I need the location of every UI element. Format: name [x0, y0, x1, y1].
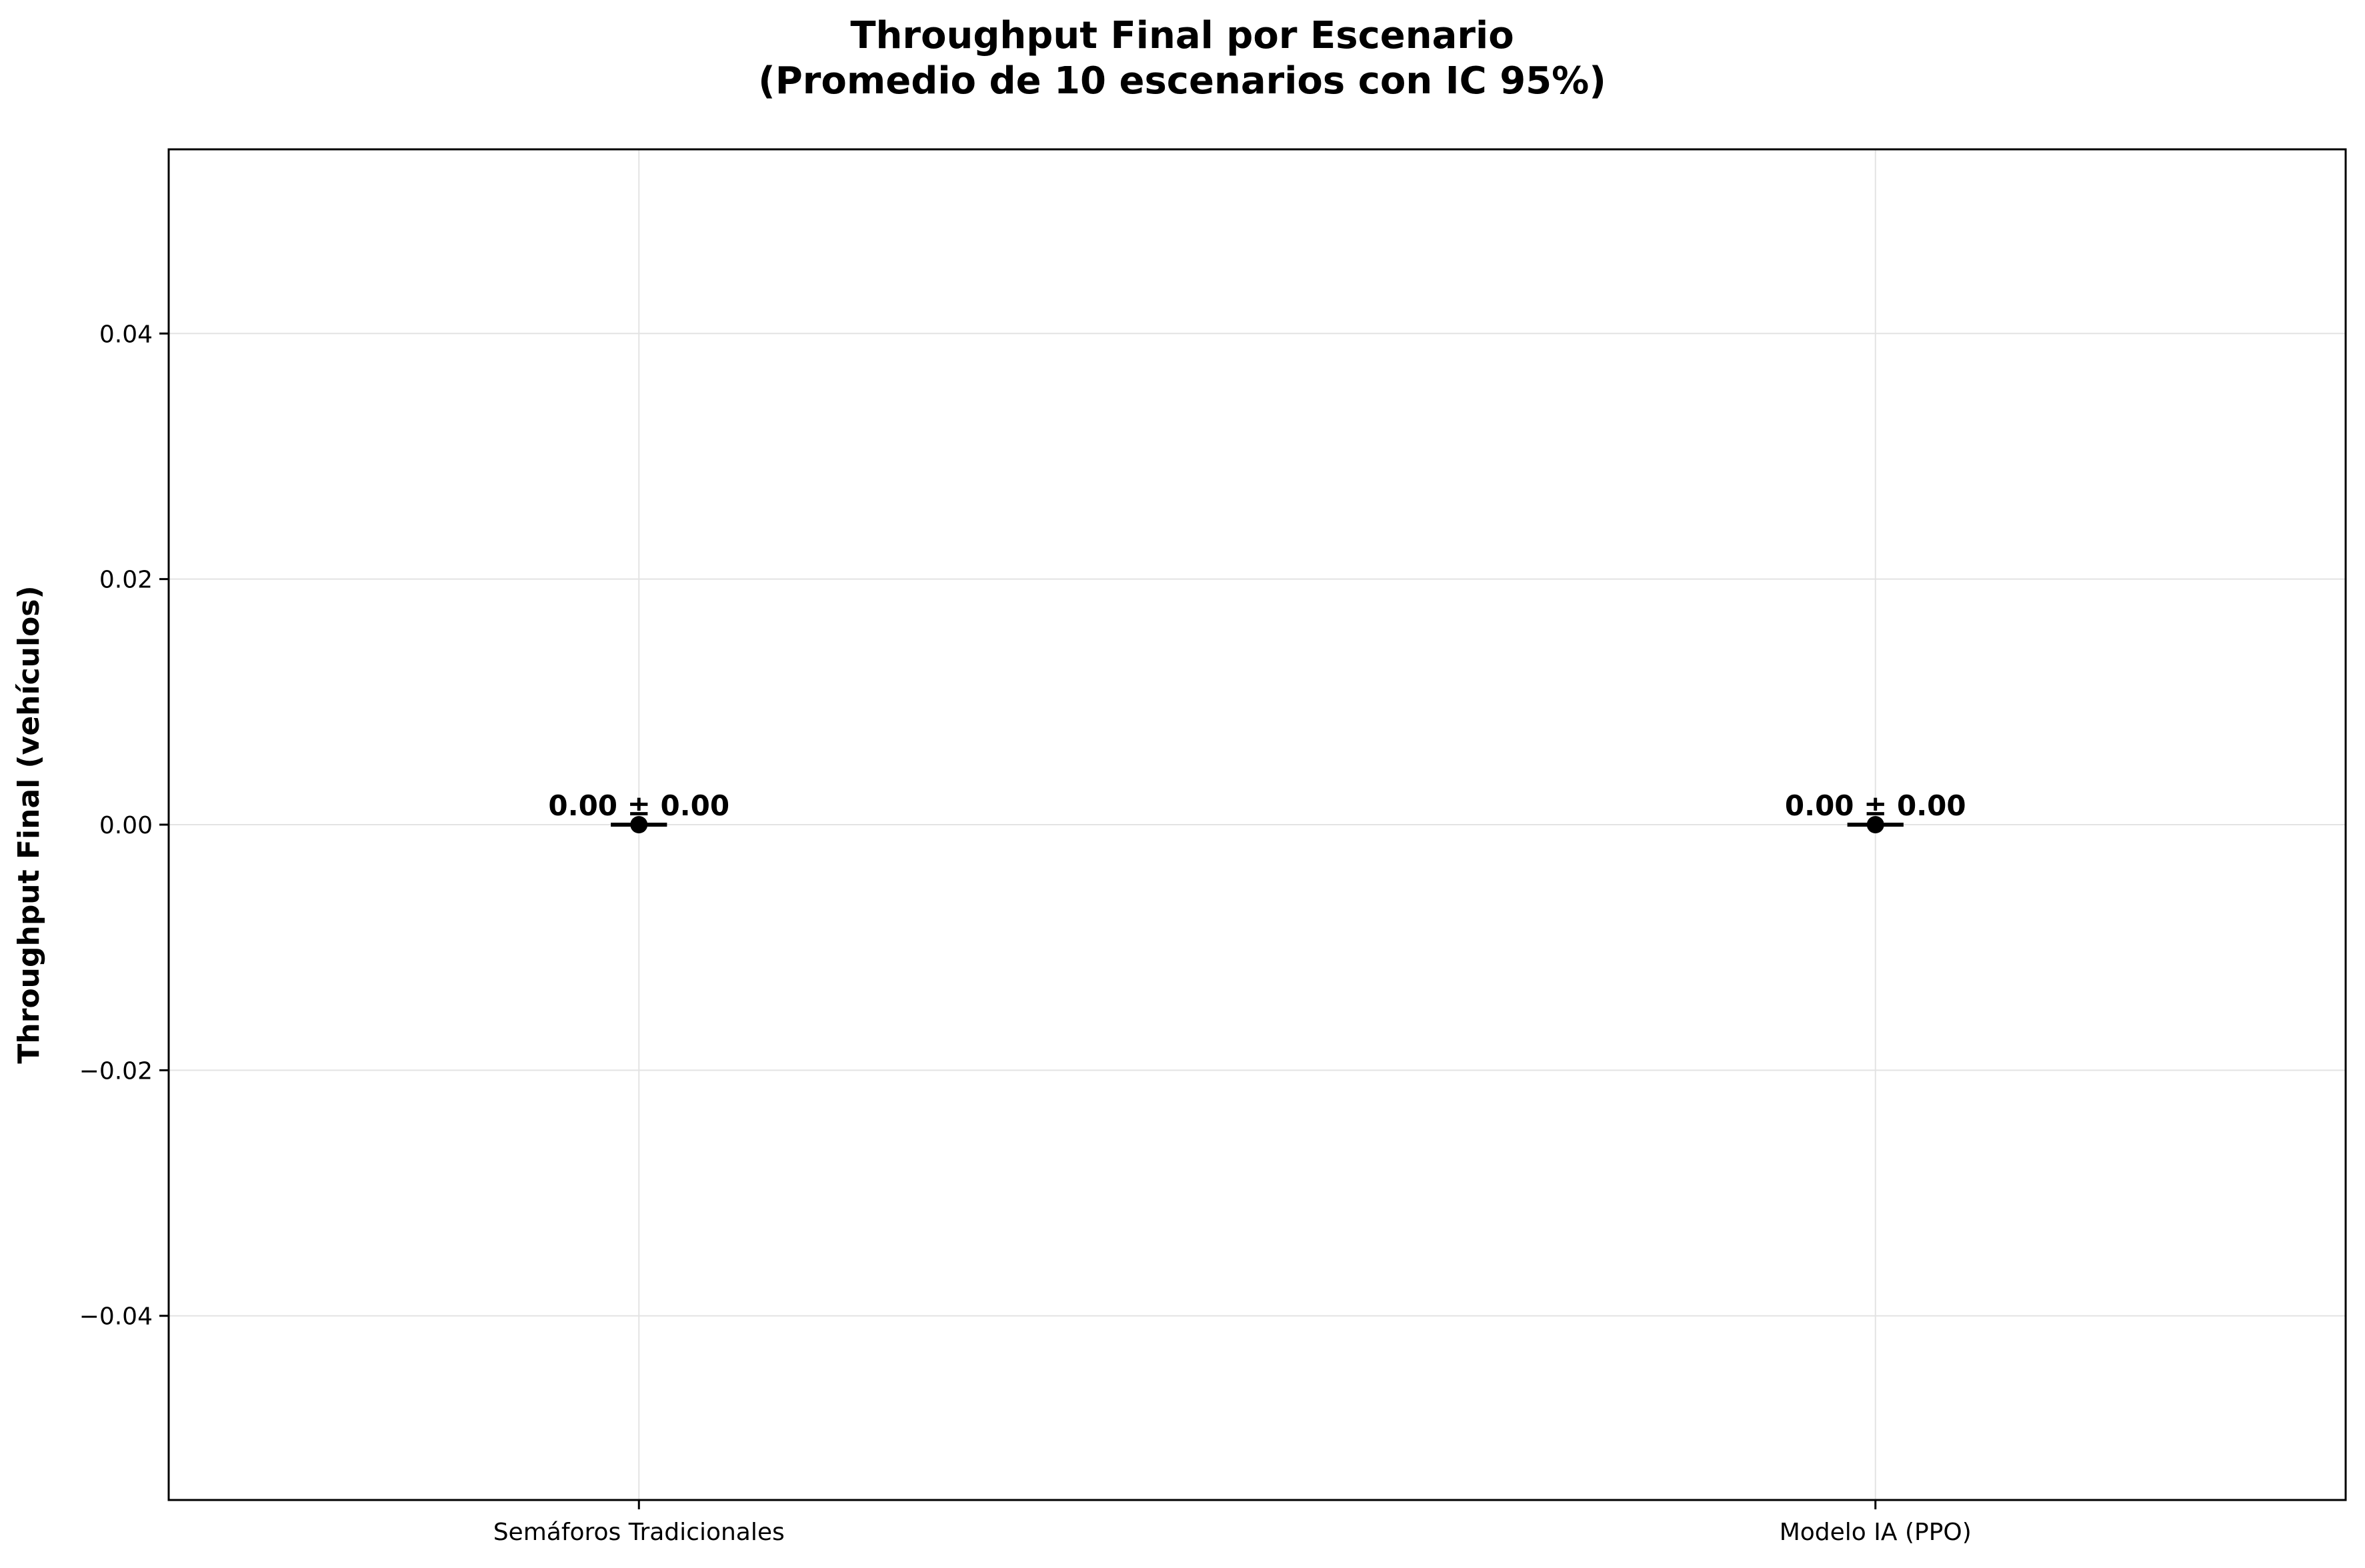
x-tick-label: Semáforos Tradicionales: [493, 1519, 785, 1546]
y-tick-label: 0.00: [99, 812, 153, 839]
y-tick-label: 0.02: [99, 567, 153, 594]
data-label: 0.00 ± 0.00: [548, 789, 729, 822]
data-label: 0.00 ± 0.00: [1785, 789, 1966, 822]
y-tick-label: 0.04: [99, 321, 153, 348]
y-tick-label: −0.04: [79, 1303, 153, 1331]
y-axis-label: Throughput Final (vehículos): [12, 585, 46, 1063]
x-tick-label: Modelo IA (PPO): [1780, 1519, 1972, 1546]
chart-title: Throughput Final por Escenario: [850, 14, 1514, 57]
plot-frame: [167, 148, 2347, 1501]
data-point: [630, 816, 648, 833]
data-marks: 0.00 ± 0.00 0.00 ± 0.00: [548, 789, 1966, 833]
y-axis-ticks: −0.04 −0.02 0.00 0.02 0.04: [79, 321, 169, 1331]
data-point: [1866, 816, 1884, 833]
y-tick-label: −0.02: [79, 1057, 153, 1085]
x-axis-ticks: Semáforos Tradicionales Modelo IA (PPO): [493, 1500, 1972, 1546]
chart-subtitle: (Promedio de 10 escenarios con IC 95%): [758, 59, 1606, 103]
